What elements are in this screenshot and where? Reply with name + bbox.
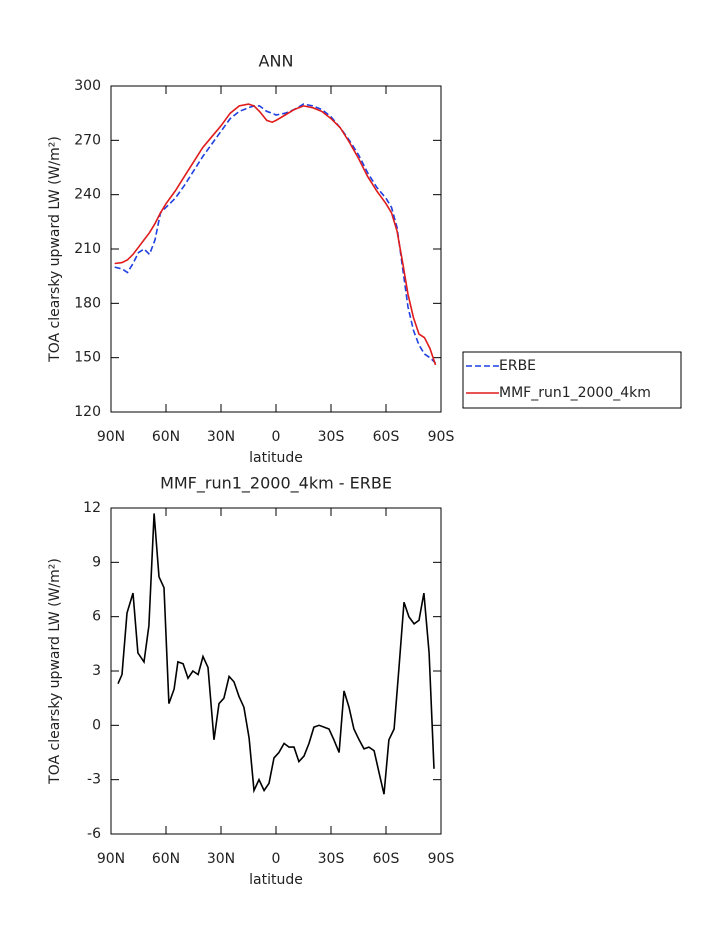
plot: ANN latitude TOA clearsky upward LW (W/m²)… — [47, 52, 682, 466]
legend-label: ERBE — [499, 358, 536, 374]
y-tick-label: 210 — [74, 241, 101, 257]
x-tick-label: 0 — [272, 429, 281, 445]
y-tick-label: 180 — [74, 295, 101, 311]
y-tick-label: 120 — [74, 404, 101, 420]
y-tick-label: 150 — [74, 350, 101, 366]
x-tick-label: 90S — [428, 851, 455, 867]
x-axis-label: latitude — [249, 872, 303, 888]
y-axis-label: TOA clearsky upward LW (W/m²) — [47, 136, 63, 363]
y-tick-label: 0 — [92, 717, 101, 733]
x-tick-label: 90S — [428, 429, 455, 445]
x-tick-label: 30N — [207, 429, 235, 445]
y-tick-label: 12 — [83, 500, 101, 516]
x-tick-label: 60N — [152, 429, 180, 445]
data-line — [117, 513, 435, 795]
y-tick-label: 240 — [74, 187, 101, 203]
legend-label: MMF_run1_2000_4km — [499, 385, 651, 401]
x-tick-label: 0 — [272, 851, 281, 867]
x-tick-label: 90N — [97, 851, 125, 867]
y-axis-label: TOA clearsky upward LW (W/m²) — [47, 558, 63, 785]
x-tick-label: 60S — [373, 429, 400, 445]
plot: MMF_run1_2000_4km - ERBE latitude TOA clea… — [47, 474, 454, 889]
y-tick-label: -3 — [87, 772, 101, 788]
plot-frame — [110, 507, 442, 835]
x-axis-label: latitude — [249, 450, 303, 466]
chart-title: ANN — [259, 52, 294, 71]
x-tick-label: 60S — [373, 851, 400, 867]
data-line — [114, 103, 437, 366]
y-tick-label: 300 — [74, 78, 101, 94]
legend-box — [462, 351, 682, 409]
chart-title: MMF_run1_2000_4km - ERBE — [160, 474, 392, 494]
y-tick-label: 9 — [92, 554, 101, 570]
y-tick-label: 3 — [92, 663, 101, 679]
plot-frame — [110, 85, 442, 413]
x-tick-label: 30S — [318, 851, 345, 867]
y-tick-label: 6 — [92, 609, 101, 625]
data-line — [114, 103, 437, 364]
x-tick-label: 30S — [318, 429, 345, 445]
x-tick-label: 60N — [152, 851, 180, 867]
y-tick-label: -6 — [87, 826, 101, 842]
y-tick-label: 270 — [74, 132, 101, 148]
x-tick-label: 90N — [97, 429, 125, 445]
x-tick-label: 30N — [207, 851, 235, 867]
